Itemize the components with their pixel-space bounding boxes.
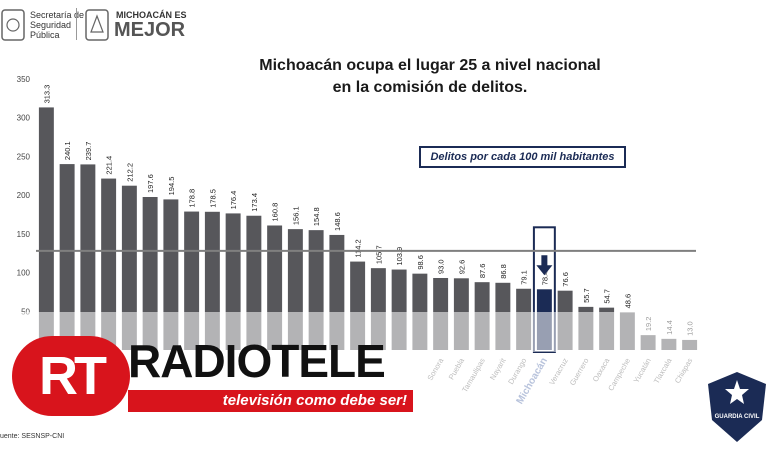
bar xyxy=(101,178,117,350)
category-label: Puebla xyxy=(447,356,467,381)
brand-line2: MEJOR xyxy=(114,19,186,41)
value-label: 86.8 xyxy=(499,264,508,279)
y-tick-label: 150 xyxy=(17,230,31,239)
value-label: 93.0 xyxy=(437,259,446,274)
header: Secretaría de Seguridad Pública MICHOACÁ… xyxy=(0,0,768,50)
value-label: 212.2 xyxy=(125,163,134,182)
value-label: 114.2 xyxy=(354,239,363,257)
badge-text: GUARDIA CIVIL xyxy=(715,414,760,420)
value-label: 178.5 xyxy=(208,189,217,208)
value-label: 87.6 xyxy=(478,264,487,279)
title-line2: en la comisión de delitos. xyxy=(332,79,528,96)
value-label: 48.6 xyxy=(623,294,632,309)
value-label: 240.1 xyxy=(63,141,72,160)
value-label: 178.8 xyxy=(188,189,197,208)
down-arrow-icon xyxy=(536,255,553,276)
brand-line1: MICHOACÁN ES xyxy=(116,10,187,20)
title-line1: Michoacán ocupa el lugar 25 a nivel naci… xyxy=(259,57,601,74)
value-label: 148.6 xyxy=(333,212,342,231)
value-label: 154.8 xyxy=(312,207,321,226)
value-label: 194.5 xyxy=(167,177,176,196)
value-label: 156.1 xyxy=(291,206,300,225)
watermark-slogan: televisión como debe ser! xyxy=(128,390,413,412)
value-label: 103.9 xyxy=(395,247,404,266)
chart-title: Michoacán ocupa el lugar 25 a nivel naci… xyxy=(180,55,680,99)
guardia-civil-badge-icon: GUARDIA CIVIL xyxy=(708,372,766,442)
bar xyxy=(121,185,137,350)
category-label: Tlaxcala xyxy=(652,356,674,385)
value-label: 79.1 xyxy=(520,270,529,285)
bar xyxy=(80,164,96,350)
category-label: Chiapas xyxy=(673,356,695,385)
value-label: 239.7 xyxy=(84,142,93,161)
category-label: Yucatán xyxy=(632,357,653,385)
secretaria-line2: Seguridad xyxy=(30,20,72,30)
category-label: Veracruz xyxy=(547,356,570,386)
category-label: Oaxaca xyxy=(591,356,612,384)
y-tick-label: 50 xyxy=(21,307,30,316)
source-note: uente: SESNSP-CNI xyxy=(0,433,65,440)
category-label: Guerrero xyxy=(568,357,591,387)
watermark: RT RADIOTELE televisión como debe ser! xyxy=(0,328,430,420)
value-label: 105.7 xyxy=(374,245,383,264)
value-label: 221.4 xyxy=(105,156,114,175)
y-tick-label: 350 xyxy=(17,75,31,84)
value-label: 92.6 xyxy=(457,260,466,275)
bar xyxy=(38,107,54,350)
fade-overlay xyxy=(0,312,768,352)
y-tick-label: 100 xyxy=(17,269,31,278)
watermark-name: RADIOTELE xyxy=(128,335,386,387)
legend-text: Delitos por cada 100 mil habitantes xyxy=(430,151,615,163)
value-label: 173.4 xyxy=(250,193,259,212)
value-label: 313.3 xyxy=(42,85,51,104)
y-tick-label: 300 xyxy=(17,114,31,123)
value-label: 54.7 xyxy=(603,289,612,304)
y-tick-label: 200 xyxy=(17,191,31,200)
secretaria-line1: Secretaría de xyxy=(30,10,85,20)
bar xyxy=(142,197,158,350)
value-label: 76.6 xyxy=(561,272,570,287)
y-tick-label: 250 xyxy=(17,152,31,161)
legend-box: Delitos por cada 100 mil habitantes xyxy=(419,146,626,168)
value-label: 160.8 xyxy=(271,203,280,222)
michoacan-seal-icon xyxy=(85,9,109,41)
value-label: 176.4 xyxy=(229,191,238,210)
rt-logo: RT xyxy=(12,336,130,416)
value-label: 98.6 xyxy=(416,255,425,270)
bar xyxy=(59,164,75,350)
category-label: Nayarit xyxy=(488,356,508,382)
value-label: 55.7 xyxy=(582,288,591,303)
value-label: 78.4 xyxy=(540,271,549,286)
secretaria-line3: Pública xyxy=(30,30,60,40)
header-divider xyxy=(76,8,77,40)
value-label: 197.6 xyxy=(146,174,155,193)
state-seal-icon xyxy=(1,9,25,41)
